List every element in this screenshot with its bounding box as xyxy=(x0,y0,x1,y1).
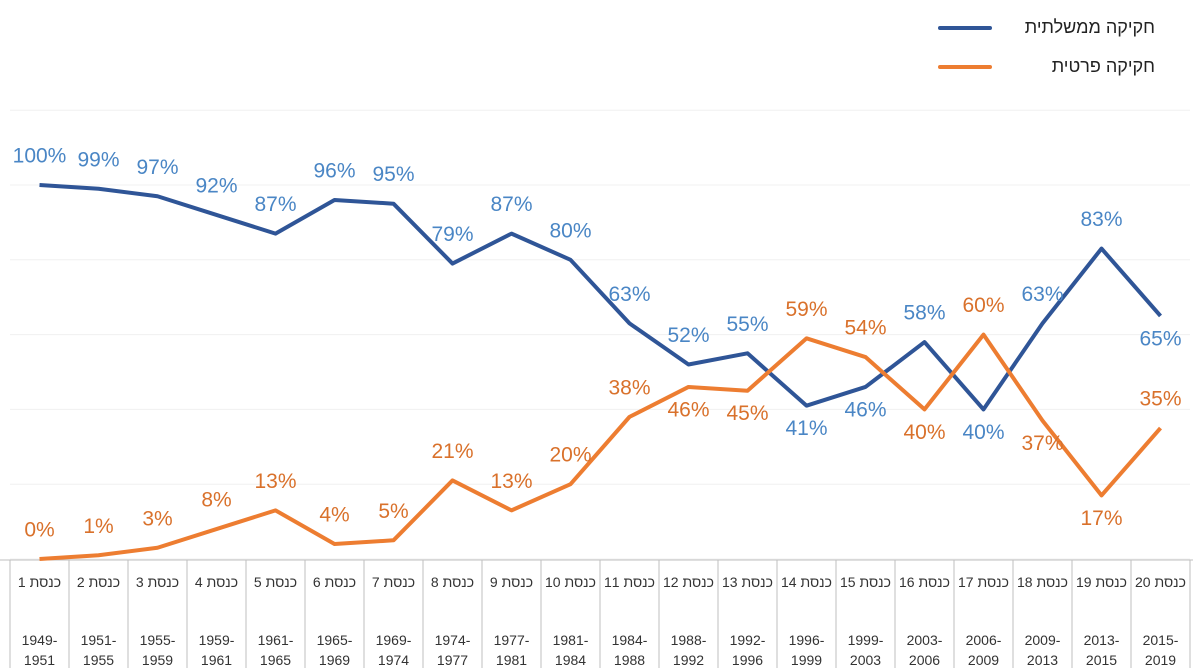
data-label: 97% xyxy=(136,156,178,179)
category-label: כנסת 19 xyxy=(1076,574,1127,590)
data-label: 54% xyxy=(844,317,886,340)
data-label: 1% xyxy=(83,515,113,538)
period-label: 1992-1996 xyxy=(729,632,766,668)
category-label: כנסת 4 xyxy=(194,574,239,590)
data-label: 20% xyxy=(549,444,591,467)
data-label: 13% xyxy=(254,470,296,493)
data-label: 96% xyxy=(313,160,355,183)
data-label: 80% xyxy=(549,219,591,242)
period-label: 2009-2013 xyxy=(1024,632,1061,668)
category-label: כנסת 11 xyxy=(604,574,655,590)
category-label: כנסת 8 xyxy=(430,574,475,590)
data-label: 46% xyxy=(667,399,709,422)
period-label: 1977-1981 xyxy=(493,632,530,668)
category-label: כנסת 7 xyxy=(371,574,416,590)
data-label: 52% xyxy=(667,324,709,347)
category-label: כנסת 18 xyxy=(1017,574,1068,590)
period-label: 2003-2006 xyxy=(906,632,943,668)
period-label: 1959-1961 xyxy=(198,632,235,668)
data-label: 60% xyxy=(962,294,1004,317)
category-label: כנסת 9 xyxy=(489,574,534,590)
category-label: כנסת 12 xyxy=(663,574,714,590)
period-label: 1999-2003 xyxy=(847,632,884,668)
period-label: 2006-2009 xyxy=(965,632,1002,668)
data-label: 63% xyxy=(1021,283,1063,306)
category-label: כנסת 10 xyxy=(545,574,596,590)
data-label: 65% xyxy=(1139,327,1181,350)
data-label: 40% xyxy=(903,421,945,444)
data-label: 99% xyxy=(77,148,119,171)
data-label: 63% xyxy=(608,283,650,306)
period-label: 1949-1951 xyxy=(21,632,58,668)
category-label: כנסת 1 xyxy=(17,574,62,590)
data-label: 38% xyxy=(608,376,650,399)
data-label: 100% xyxy=(13,145,67,168)
category-label: כנסת 20 xyxy=(1135,574,1186,590)
category-label: כנסת 3 xyxy=(135,574,180,590)
data-label: 92% xyxy=(195,174,237,197)
data-label: 46% xyxy=(844,399,886,422)
category-label: כנסת 17 xyxy=(958,574,1009,590)
period-label: 1984-1988 xyxy=(611,632,648,668)
category-label: כנסת 13 xyxy=(722,574,773,590)
data-label: 45% xyxy=(726,402,768,425)
period-label: 1955-1959 xyxy=(139,632,176,668)
category-label: כנסת 5 xyxy=(253,574,298,590)
data-label: 83% xyxy=(1080,208,1122,231)
period-label: 1974-1977 xyxy=(434,632,471,668)
category-label: כנסת 14 xyxy=(781,574,832,590)
data-label: 21% xyxy=(431,440,473,463)
data-label: 41% xyxy=(785,417,827,440)
category-label: כנסת 6 xyxy=(312,574,357,590)
category-label: כנסת 15 xyxy=(840,574,891,590)
legend-label: חקיקה ממשלתית xyxy=(1025,17,1155,37)
data-label: 79% xyxy=(431,223,473,246)
period-label: 1961-1965 xyxy=(257,632,294,668)
line-series xyxy=(39,183,1163,412)
data-label: 5% xyxy=(378,500,408,523)
period-label: 1965-1969 xyxy=(316,632,353,668)
data-label: 0% xyxy=(24,519,54,542)
data-label: 95% xyxy=(372,163,414,186)
data-label: 55% xyxy=(726,313,768,336)
data-label: 17% xyxy=(1080,507,1122,530)
category-label: כנסת 2 xyxy=(76,574,121,590)
data-label: 4% xyxy=(319,504,349,527)
data-label: 37% xyxy=(1021,432,1063,455)
data-label: 13% xyxy=(490,470,532,493)
data-label: 58% xyxy=(903,302,945,325)
period-label: 1981-1984 xyxy=(552,632,589,668)
period-label: 1988-1992 xyxy=(670,632,707,668)
data-label: 35% xyxy=(1139,388,1181,411)
legend-label: חקיקה פרטית xyxy=(1052,56,1155,76)
data-label: 40% xyxy=(962,421,1004,444)
data-label: 59% xyxy=(785,298,827,321)
period-label: 1996-1999 xyxy=(788,632,825,668)
period-label: 2013-2015 xyxy=(1083,632,1120,668)
category-label: כנסת 16 xyxy=(899,574,950,590)
period-label: 2015-2019 xyxy=(1142,632,1179,668)
line-series xyxy=(39,332,1163,561)
data-label: 87% xyxy=(490,193,532,216)
period-label: 1969-1974 xyxy=(375,632,412,668)
data-label: 87% xyxy=(254,193,296,216)
data-label: 8% xyxy=(201,489,231,512)
period-label: 1951-1955 xyxy=(80,632,117,668)
data-label: 3% xyxy=(142,507,172,530)
